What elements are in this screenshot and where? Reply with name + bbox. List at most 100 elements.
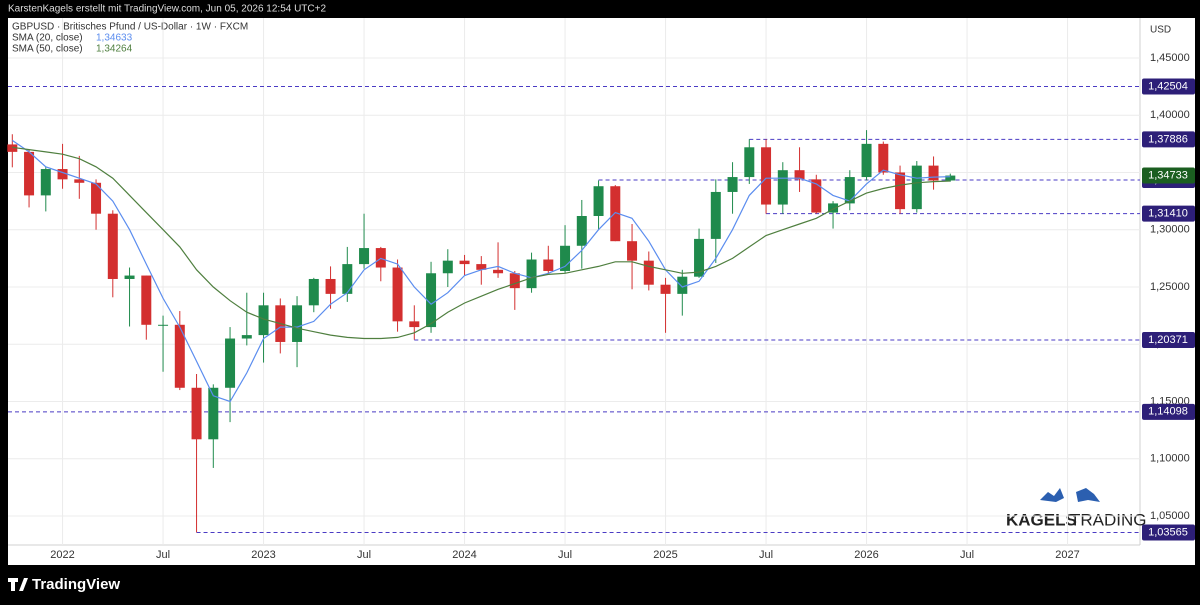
candle-body	[643, 260, 654, 285]
candle-body	[7, 144, 18, 152]
currency: USD	[1150, 25, 1171, 36]
candle-body	[124, 275, 135, 279]
legend-name: SMA (20, close)	[12, 33, 83, 44]
level-label-box	[1142, 524, 1195, 541]
bear-icon	[1076, 488, 1100, 502]
candle-body	[744, 147, 755, 178]
candle-body	[24, 151, 35, 196]
candle-body	[694, 238, 705, 277]
x-tick-label: 2026	[854, 549, 878, 561]
y-tick-label: 1,10000	[1150, 453, 1190, 465]
candle-body	[911, 165, 922, 210]
last-price-box	[1142, 167, 1195, 184]
candle-body	[158, 324, 169, 326]
level-label: 1,31410	[1148, 207, 1188, 219]
level-label-box	[1142, 205, 1195, 222]
x-tick-label: Jul	[960, 549, 974, 561]
y-tick-label: 1,40000	[1150, 109, 1190, 121]
logo-mark	[8, 578, 28, 591]
symbol-title: GBPUSD · Britisches Pfund / US-Dollar · …	[12, 22, 248, 33]
legend-value: 1,34264	[96, 44, 133, 55]
level-label-box	[1142, 78, 1195, 95]
candle-body	[208, 387, 219, 440]
candle-body	[359, 248, 370, 265]
plot-background	[8, 18, 1195, 565]
candle-body	[844, 177, 855, 204]
candle-body	[493, 269, 504, 274]
candle-body	[174, 324, 185, 388]
candle-body	[576, 215, 587, 246]
candle-body	[627, 241, 638, 261]
candle-body	[509, 273, 520, 289]
candle-body	[342, 264, 353, 294]
candle-body	[660, 284, 671, 294]
x-tick-label: Jul	[759, 549, 773, 561]
sma-line	[12, 146, 951, 340]
footer-logo: TradingView	[8, 576, 120, 593]
level-label-box	[1142, 332, 1195, 349]
x-tick-label: 2023	[251, 549, 275, 561]
level-label: 1,42504	[1148, 80, 1188, 92]
candle-body	[777, 170, 788, 205]
candle-body	[727, 177, 738, 192]
y-tick-label: 1,45000	[1150, 52, 1190, 64]
candle-body	[610, 186, 621, 242]
candle-body	[476, 264, 487, 270]
candle-body	[74, 179, 85, 183]
candle-body	[107, 213, 118, 279]
candle-body	[40, 169, 51, 196]
candle-body	[794, 170, 805, 180]
candle-body	[91, 182, 102, 214]
candle-body	[191, 387, 202, 440]
level-label-box	[1142, 403, 1195, 420]
last-price-label: 1,34733	[1148, 169, 1188, 181]
x-tick-label: 2025	[653, 549, 677, 561]
candle-body	[258, 305, 269, 336]
watermark: KAGELS TRADING	[1006, 488, 1147, 529]
y-tick-label: 1,25000	[1150, 281, 1190, 293]
candle-body	[710, 191, 721, 239]
candle-body	[426, 273, 437, 328]
level-label-box	[1142, 131, 1195, 148]
x-tick-label: 2022	[50, 549, 74, 561]
watermark-light: TRADING	[1070, 510, 1147, 529]
x-tick-label: Jul	[357, 549, 371, 561]
candle-body	[526, 259, 537, 289]
candle-body	[560, 245, 571, 271]
x-tick-label: 2027	[1055, 549, 1079, 561]
y-tick-label: 1,05000	[1150, 510, 1190, 522]
candle-body	[895, 172, 906, 210]
candle-body	[225, 338, 236, 388]
level-label: 1,37886	[1148, 133, 1188, 145]
candle-body	[878, 143, 889, 173]
sma-line	[11, 139, 951, 403]
candle-body	[325, 278, 336, 294]
candle-body	[945, 175, 956, 181]
x-tick-label: Jul	[558, 549, 572, 561]
candle-body	[543, 259, 554, 271]
legend-value: 1,34633	[96, 33, 133, 44]
candle-body	[292, 305, 303, 342]
y-tick-label: 1,30000	[1150, 224, 1190, 236]
candle-body	[442, 260, 453, 274]
candle-body	[308, 278, 319, 306]
candle-body	[677, 276, 688, 294]
candle-body	[761, 147, 772, 205]
candle-body	[928, 165, 939, 181]
level-label: 1,03565	[1148, 526, 1188, 538]
candle-body	[141, 275, 152, 325]
candle-body	[57, 169, 68, 180]
bull-icon	[1040, 488, 1064, 502]
level-label: 1,20371	[1148, 334, 1188, 346]
candle-body	[241, 335, 252, 339]
credit: KarstenKagels erstellt mit TradingView.c…	[8, 4, 326, 15]
footer-brand: TradingView	[32, 576, 120, 593]
candle-body	[861, 143, 872, 178]
candle-body	[392, 267, 403, 322]
candle-body	[828, 203, 839, 213]
candle-body	[811, 179, 822, 213]
legend-name: SMA (50, close)	[12, 44, 83, 55]
watermark-bold: KAGELS	[1006, 510, 1077, 529]
